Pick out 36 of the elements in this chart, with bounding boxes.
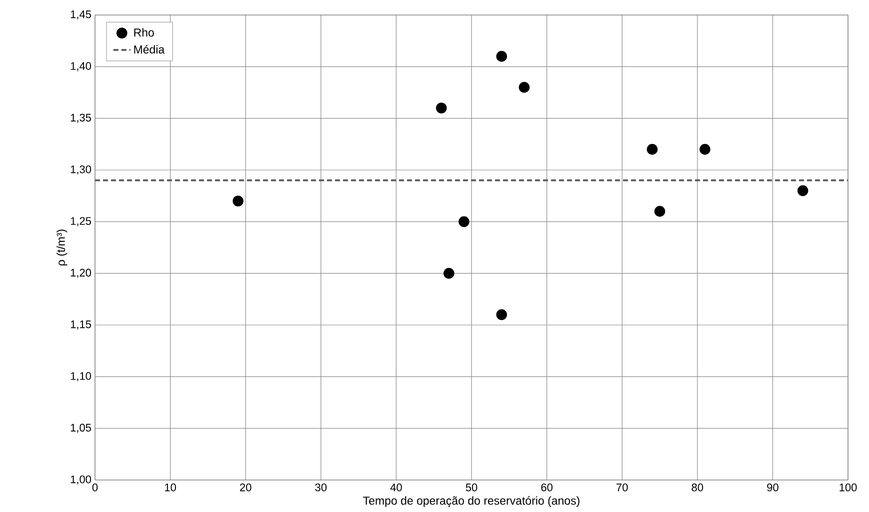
legend-label: Rho [134,28,154,37]
point [700,144,710,155]
y-tick-label: 1,30 [70,165,92,175]
point [458,216,470,228]
y-tick-label: 1,35 [70,114,92,123]
y-tick-label: 1,25 [70,217,92,226]
x-tick-label: 100 [840,484,857,492]
y-tick-label: 1,20 [70,268,92,278]
x-tick-label: 60 [541,484,552,492]
x-tick-label: 30 [315,484,327,492]
x-tick-label: 40 [390,484,402,492]
x-tick-label: 90 [767,484,778,492]
y-tick-label: 1,05 [70,424,92,433]
legend-label: Média [134,44,165,54]
x-axis-title: Tempo de operação do reservatório (anos) [363,496,580,508]
point [232,196,244,206]
y-axis-title: ρ (t/m³) [56,230,68,266]
x-tick-label: 10 [165,484,176,492]
x-tick-label: 20 [240,484,252,492]
x-tick-label: 70 [616,484,628,492]
point [518,82,530,93]
x-tick-label: 0 [92,484,98,492]
x-tick-label: 80 [692,484,704,492]
point [797,185,808,196]
y-tick-label: 1,00 [70,475,92,485]
y-tick-label: 1,40 [70,62,92,72]
y-tick-label: 1,15 [70,320,92,330]
point [654,206,666,217]
point [496,309,508,320]
y-tick-label: 1,45 [70,10,92,20]
point [646,144,658,155]
x-tick-label: 50 [466,484,478,492]
point [436,102,447,114]
point [496,50,508,62]
y-tick-label: 1,10 [70,372,92,382]
point [444,268,454,279]
